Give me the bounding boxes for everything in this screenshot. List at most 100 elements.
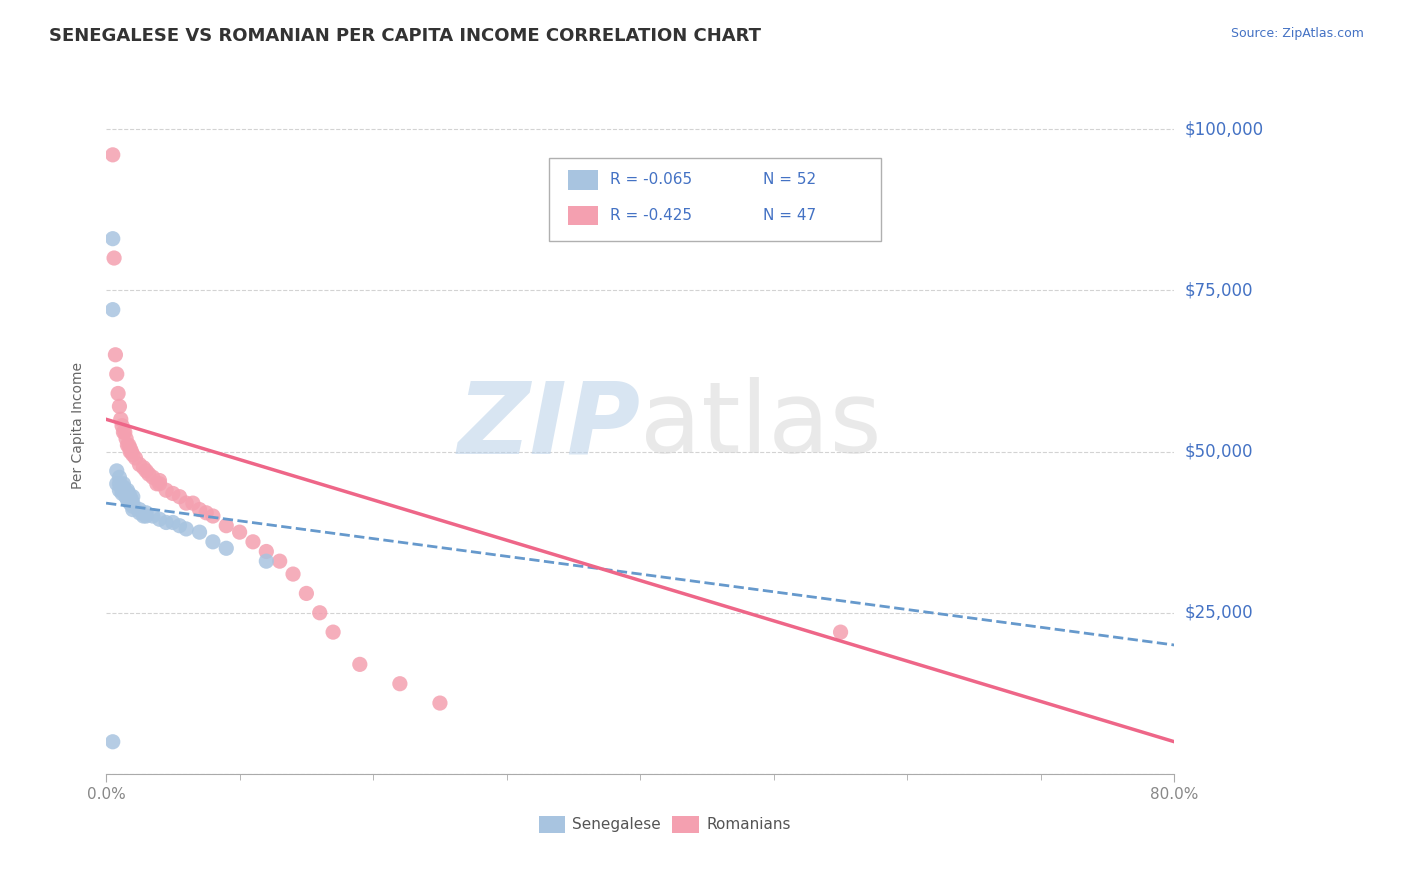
Text: SENEGALESE VS ROMANIAN PER CAPITA INCOME CORRELATION CHART: SENEGALESE VS ROMANIAN PER CAPITA INCOME… [49, 27, 761, 45]
Point [132, 509, 155, 524]
Point [120, 496, 142, 510]
Point [111, 418, 134, 433]
Point [148, 476, 170, 491]
Point [101, 148, 124, 162]
Point [128, 506, 150, 520]
Point [120, 444, 142, 458]
Point [115, 490, 138, 504]
Point [111, 483, 134, 498]
Point [101, 735, 124, 749]
Point [188, 525, 211, 540]
FancyBboxPatch shape [538, 816, 565, 833]
FancyBboxPatch shape [568, 170, 598, 190]
Point [108, 476, 131, 491]
Point [135, 509, 157, 524]
Point [188, 502, 211, 516]
Point [120, 492, 142, 507]
Point [146, 476, 169, 491]
Point [349, 657, 371, 672]
Point [148, 512, 170, 526]
Point [174, 496, 197, 510]
Point [162, 516, 184, 530]
Point [104, 348, 127, 362]
Point [148, 474, 170, 488]
Text: $75,000: $75,000 [1185, 281, 1254, 300]
Text: Source: ZipAtlas.com: Source: ZipAtlas.com [1230, 27, 1364, 40]
Text: atlas: atlas [640, 377, 882, 475]
Point [101, 302, 124, 317]
Point [269, 554, 291, 568]
Point [155, 483, 177, 498]
Point [120, 496, 142, 510]
Point [132, 460, 155, 475]
Point [201, 509, 224, 524]
Point [108, 400, 131, 414]
Text: N = 47: N = 47 [763, 208, 817, 223]
Point [114, 425, 136, 440]
Point [118, 492, 141, 507]
Point [142, 509, 165, 524]
Point [118, 438, 141, 452]
Point [101, 232, 124, 246]
Point [111, 480, 134, 494]
Point [120, 442, 142, 456]
Point [112, 480, 135, 494]
Text: N = 52: N = 52 [763, 172, 817, 187]
Point [111, 486, 134, 500]
Point [174, 522, 197, 536]
Point [128, 458, 150, 472]
Point [115, 486, 138, 500]
Point [162, 486, 184, 500]
Text: $100,000: $100,000 [1185, 120, 1264, 138]
Point [121, 500, 143, 514]
Point [114, 483, 136, 498]
Point [215, 518, 238, 533]
Point [308, 606, 330, 620]
Text: R = -0.425: R = -0.425 [610, 208, 692, 223]
Point [117, 490, 139, 504]
Point [120, 496, 142, 510]
Text: ZIP: ZIP [457, 377, 640, 475]
Point [155, 516, 177, 530]
Point [120, 490, 142, 504]
Point [138, 467, 160, 482]
Point [114, 483, 136, 498]
Point [105, 367, 128, 381]
Point [215, 541, 238, 556]
Point [135, 464, 157, 478]
Point [124, 450, 146, 465]
Point [115, 432, 138, 446]
Point [117, 486, 139, 500]
Point [128, 502, 150, 516]
Point [121, 496, 143, 510]
Point [388, 677, 411, 691]
Point [169, 518, 191, 533]
Point [118, 486, 141, 500]
Point [117, 483, 139, 498]
FancyBboxPatch shape [550, 158, 880, 241]
Point [295, 586, 318, 600]
Point [105, 476, 128, 491]
Point [120, 496, 142, 510]
Point [105, 464, 128, 478]
Point [830, 625, 852, 640]
Point [169, 490, 191, 504]
Point [195, 506, 218, 520]
Point [242, 534, 264, 549]
Text: R = -0.065: R = -0.065 [610, 172, 693, 187]
Point [108, 470, 131, 484]
FancyBboxPatch shape [568, 206, 598, 225]
Point [107, 386, 129, 401]
Point [121, 490, 143, 504]
Point [120, 492, 142, 507]
Point [322, 625, 344, 640]
Point [228, 525, 250, 540]
Text: Romanians: Romanians [706, 817, 792, 831]
Point [108, 483, 131, 498]
Point [181, 496, 204, 510]
Point [201, 534, 224, 549]
FancyBboxPatch shape [672, 816, 699, 833]
Point [120, 444, 142, 458]
Point [115, 490, 138, 504]
Text: $25,000: $25,000 [1185, 604, 1254, 622]
